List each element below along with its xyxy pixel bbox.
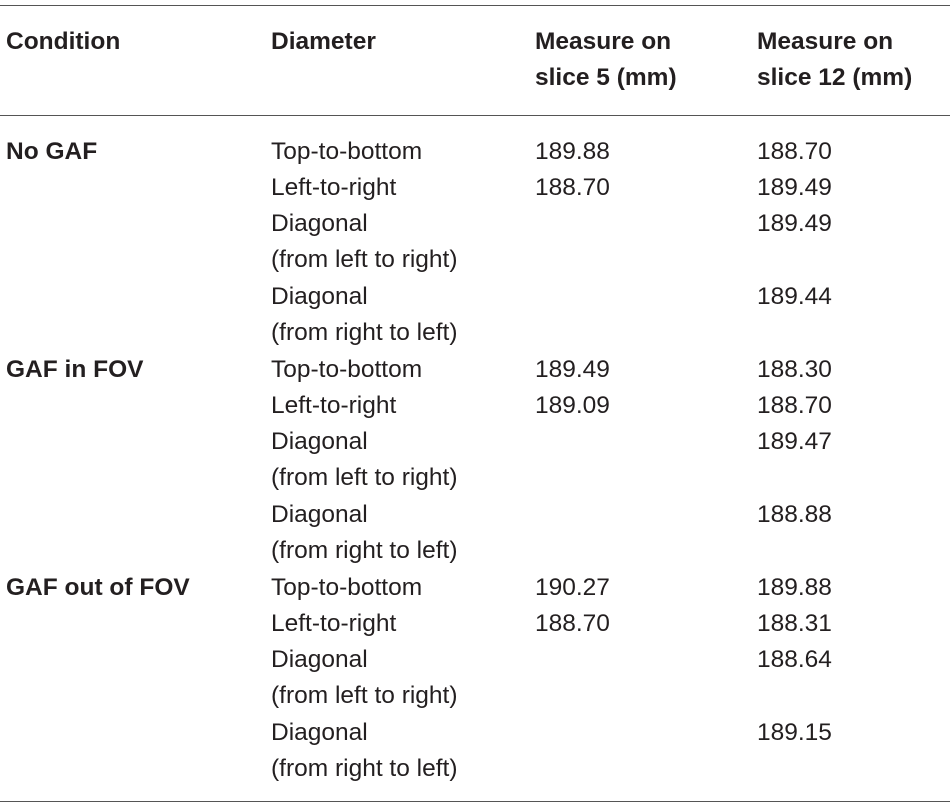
slice12-value-cell: 189.15	[757, 719, 832, 746]
diameter-cell: Diagonal	[271, 283, 368, 310]
slice12-value-cell: 189.49	[757, 174, 832, 201]
condition-label: GAF out of FOV	[6, 574, 190, 601]
slice12-value-cell: 188.31	[757, 610, 832, 637]
table-header-rule	[0, 115, 950, 116]
condition-label: No GAF	[6, 138, 98, 165]
diameter-cell: Diagonal	[271, 646, 368, 673]
diameter-cell: Diagonal	[271, 501, 368, 528]
table-top-rule	[0, 5, 950, 6]
diameter-cell: (from left to right)	[271, 464, 458, 491]
header-slice5: Measure on slice 5 (mm)	[535, 28, 677, 91]
slice12-value-cell: 188.70	[757, 392, 832, 419]
diameter-cell: (from right to left)	[271, 755, 458, 782]
table-bottom-rule	[0, 801, 950, 802]
header-diameter: Diameter	[271, 28, 376, 55]
slice12-value-cell: 188.30	[757, 356, 832, 383]
slice5-value-cell: 188.70	[535, 610, 610, 637]
diameter-cell: Left-to-right	[271, 610, 397, 637]
slice12-value-cell: 188.64	[757, 646, 832, 673]
diameter-cell: Left-to-right	[271, 174, 397, 201]
diameter-cell: (from right to left)	[271, 319, 458, 346]
slice5-value-cell: 188.70	[535, 174, 610, 201]
slice12-value-cell: 189.47	[757, 428, 832, 455]
slice12-value-cell: 189.49	[757, 210, 832, 237]
condition-label: GAF in FOV	[6, 356, 144, 383]
diameter-cell: Top-to-bottom	[271, 356, 423, 383]
diameter-cell: Top-to-bottom	[271, 138, 423, 165]
diameter-cell: (from right to left)	[271, 537, 458, 564]
slice12-value-cell: 189.44	[757, 283, 832, 310]
slice5-value-cell: 189.49	[535, 356, 610, 383]
diameter-cell: Diagonal	[271, 428, 368, 455]
slice12-value-cell: 188.70	[757, 138, 832, 165]
slice5-value-cell: 190.27	[535, 574, 610, 601]
slice5-value-cell: 189.88	[535, 138, 610, 165]
diameter-cell: Top-to-bottom	[271, 574, 423, 601]
header-slice12: Measure on slice 12 (mm)	[757, 28, 913, 91]
slice12-value-cell: 188.88	[757, 501, 832, 528]
slice5-value-cell: 189.09	[535, 392, 610, 419]
diameter-cell: Left-to-right	[271, 392, 397, 419]
diameter-cell: (from left to right)	[271, 246, 458, 273]
header-condition: Condition	[6, 28, 121, 55]
diameter-cell: Diagonal	[271, 719, 368, 746]
diameter-cell: Diagonal	[271, 210, 368, 237]
slice12-value-cell: 189.88	[757, 574, 832, 601]
diameter-cell: (from left to right)	[271, 682, 458, 709]
